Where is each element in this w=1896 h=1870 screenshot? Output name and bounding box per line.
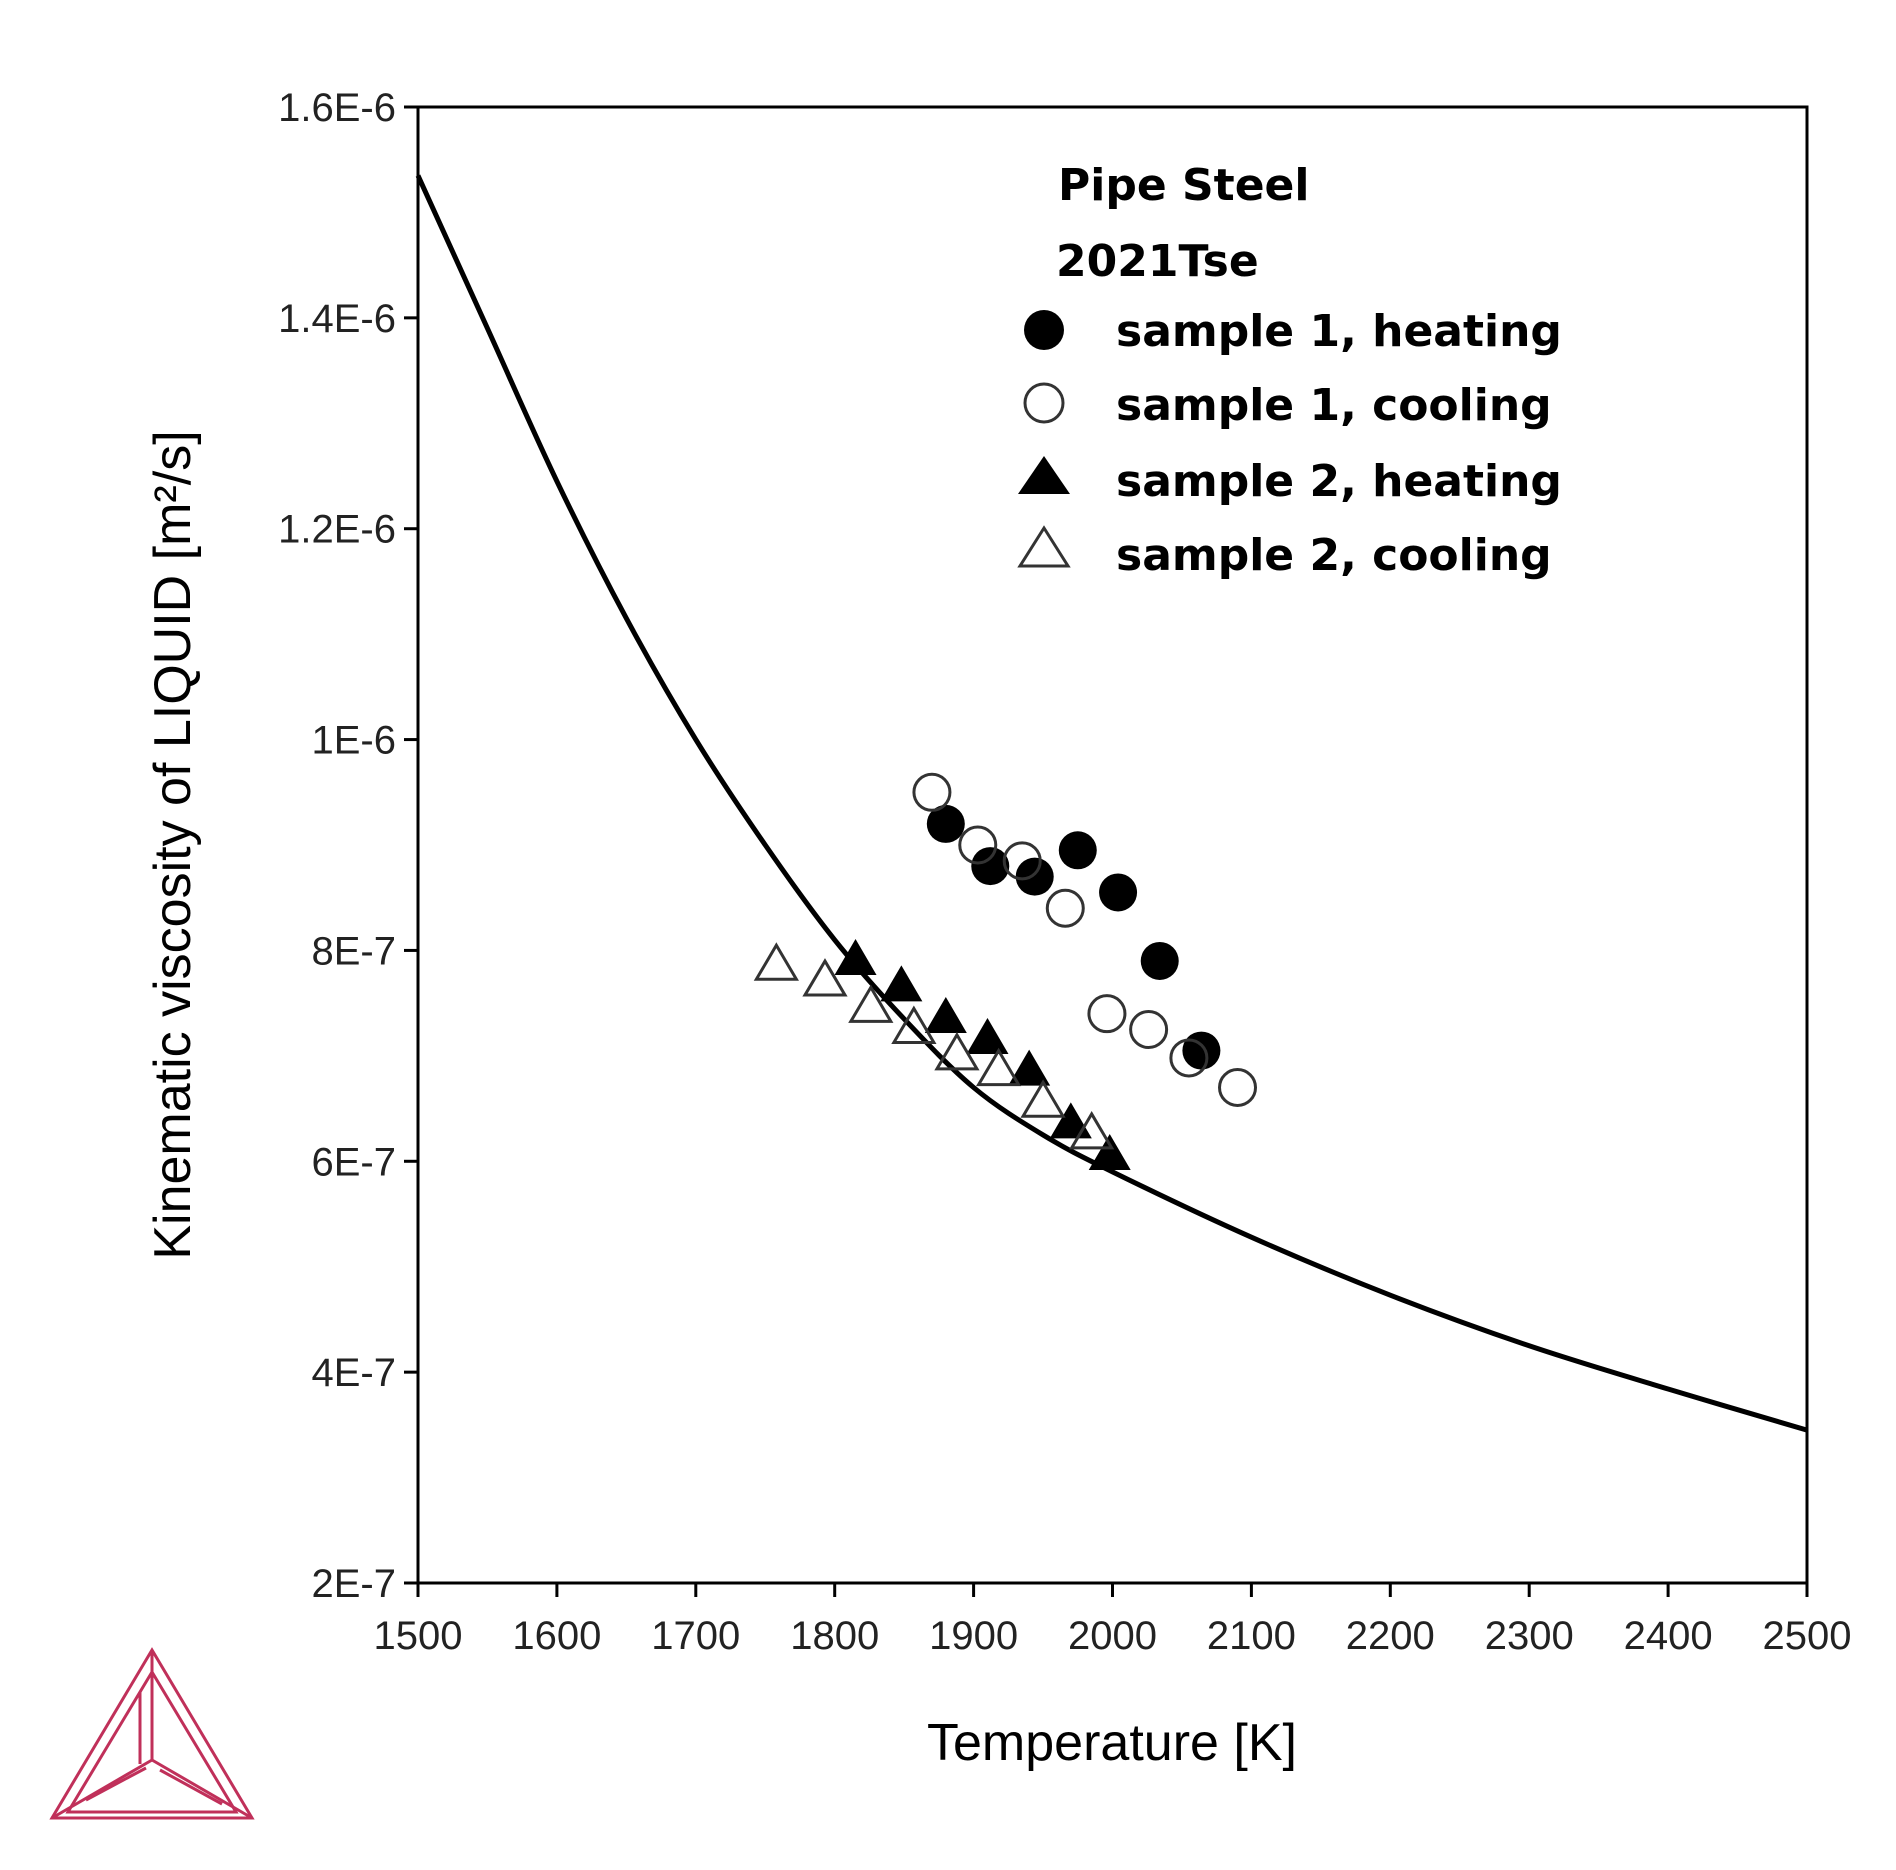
data-point-sample1-cooling [912,772,952,812]
data-point-sample1-cooling [1045,888,1085,928]
plot-frame [416,105,1809,1585]
x-tick-label: 1800 [790,1614,879,1658]
y-tick-label: 2E-7 [312,1562,397,1606]
x-tick-label: 2500 [1763,1614,1852,1658]
data-point-sample2-heating [1008,1049,1051,1086]
x-tick-label: 2200 [1346,1614,1435,1658]
x-tick-label: 1900 [929,1614,1018,1658]
legend-filled-triangle-icon [1018,456,1070,494]
thermo-calc-triangle-logo-icon [49,1647,255,1820]
data-point-sample1-cooling [1087,994,1127,1034]
y-tick-label: 4E-7 [312,1351,397,1395]
data-point-sample1-cooling [1002,841,1042,881]
x-tick-label: 1500 [374,1614,463,1658]
data-points [753,772,1258,1171]
data-point-sample2-cooling [1020,1079,1066,1118]
y-tick-label: 6E-7 [312,1140,397,1184]
x-axis-title: Temperature [K] [927,1714,1297,1772]
legend-open-circle-icon [1023,382,1065,424]
y-tick-label: 1.2E-6 [278,508,396,552]
data-point-sample2-cooling [891,1005,937,1044]
x-tick-label: 1700 [651,1614,740,1658]
y-axis-title: Kinematic viscosity of LIQUID [m²/s] [144,430,202,1259]
y-tick-label: 1.6E-6 [278,86,396,130]
legend-label-sample2-cooling: sample 2, cooling [1116,530,1552,581]
legend-header-alloy: Pipe Steel [1058,160,1309,211]
y-tick-label: 8E-7 [312,929,397,973]
y-tick-label: 1E-6 [312,719,397,763]
y-tick-label: 1.4E-6 [278,297,396,341]
legend-label-sample1-heating: sample 1, heating [1116,306,1562,357]
x-tick-label: 2100 [1207,1614,1296,1658]
data-point-sample2-heating [834,938,877,975]
data-point-sample1-cooling [1169,1038,1209,1078]
data-point-sample2-cooling [975,1047,1022,1087]
data-point-sample1-cooling [1129,1010,1169,1049]
data-point-sample1-heating [1015,857,1054,896]
data-point-sample1-cooling [958,825,998,865]
data-point-sample1-cooling [1218,1067,1258,1107]
data-point-sample2-cooling [1069,1110,1115,1150]
data-point-sample2-heating [966,1018,1009,1055]
data-point-sample1-heating [926,804,965,843]
data-point-sample2-heating [1049,1102,1092,1139]
data-point-sample2-cooling [934,1031,980,1071]
legend-label-sample2-heating: sample 2, heating [1116,456,1562,507]
legend-open-triangle-icon [1017,525,1071,568]
data-point-sample1-heating [1140,941,1179,980]
legend-label-sample1-cooling: sample 1, cooling [1116,380,1552,431]
x-tick-label: 1600 [512,1614,601,1658]
legend-header-reference: 2021Tse [1056,236,1259,287]
data-point-sample1-heating [1099,873,1138,912]
calculated-viscosity-curve [415,174,1808,1433]
x-axis-ticks: 1500 1600 1700 1800 1900 2000 2100 2200 2300 2400… [374,1583,1852,1658]
x-tick-label: 2300 [1485,1614,1574,1658]
x-tick-label: 2000 [1068,1614,1157,1658]
x-tick-label: 2400 [1624,1614,1713,1658]
data-point-sample2-cooling [753,942,799,981]
data-point-sample2-heating [924,996,967,1033]
data-point-sample2-cooling [802,958,848,997]
data-point-sample1-heating [1058,831,1097,870]
data-point-sample1-heating [1182,1031,1221,1070]
y-axis-ticks: 2E-7 4E-7 6E-7 8E-7 1E-6 1.2E-6 1.4E-6 1.6E-6 [278,86,418,1606]
legend: Pipe Steel 2021Tse sample 1, heating sam… [1017,160,1562,581]
legend-filled-circle-icon [1024,310,1064,350]
data-point-sample2-cooling [848,984,894,1023]
data-point-sample2-heating [1088,1134,1131,1171]
data-point-sample2-heating [880,965,923,1002]
data-point-sample1-heating [971,847,1010,886]
